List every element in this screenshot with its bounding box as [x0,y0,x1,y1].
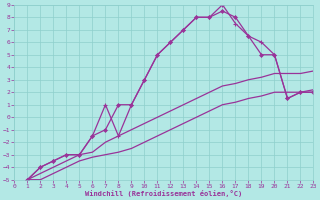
X-axis label: Windchill (Refroidissement éolien,°C): Windchill (Refroidissement éolien,°C) [85,190,243,197]
